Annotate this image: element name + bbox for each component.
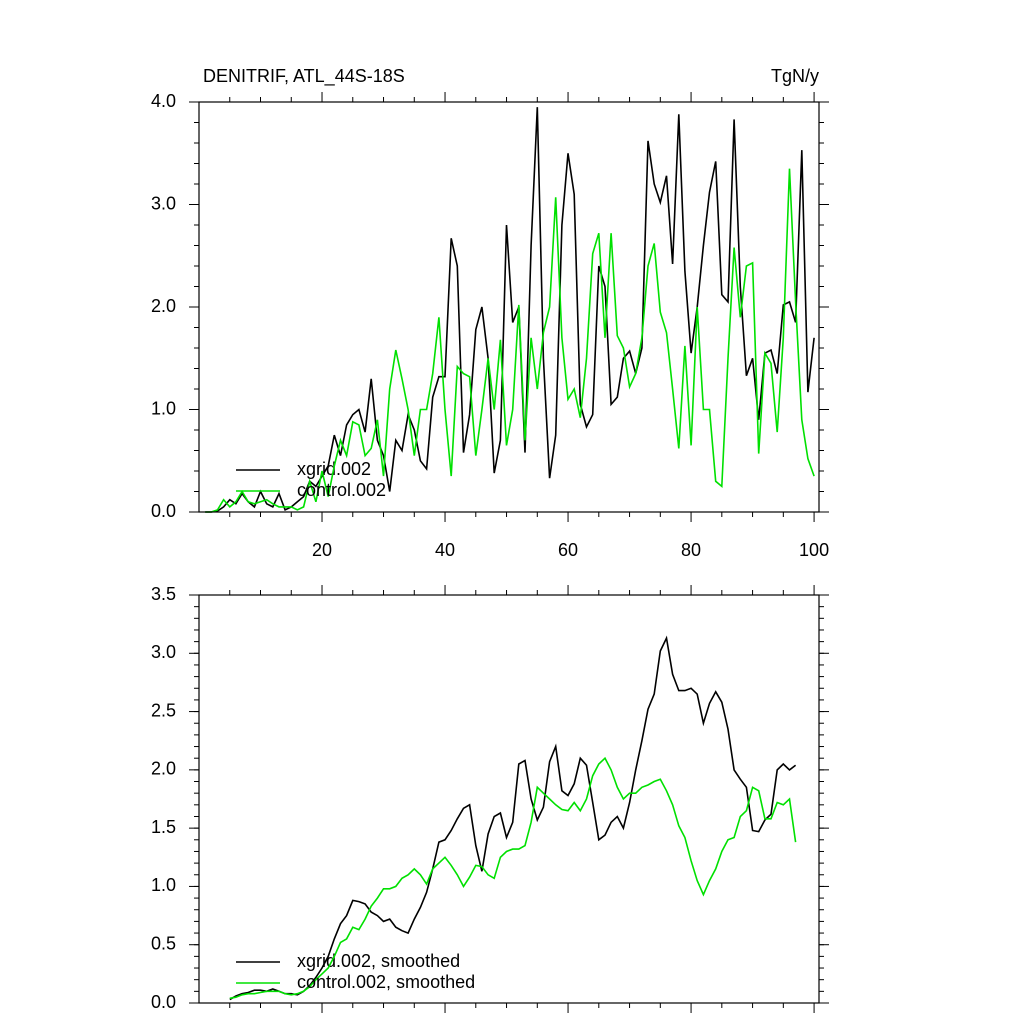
y-tick-label: 2.0 — [151, 759, 176, 779]
legend-label: xgrid.002, smoothed — [297, 951, 460, 971]
y-tick-label: 4.0 — [151, 91, 176, 111]
y-tick-label: 3.0 — [151, 642, 176, 662]
y-tick-label: 2.0 — [151, 296, 176, 316]
chart-title: DENITRIF, ATL_44S-18S — [203, 66, 405, 87]
y-tick-label: 1.5 — [151, 817, 176, 837]
y-tick-label: 3.0 — [151, 193, 176, 213]
x-tick-label: 100 — [799, 540, 829, 560]
data-line — [229, 635, 797, 1001]
plot-frame — [198, 101, 820, 513]
y-tick-label: 0.0 — [151, 501, 176, 521]
x-tick-label: 80 — [681, 540, 701, 560]
y-tick-label: 0.5 — [151, 933, 176, 953]
x-tick-label: 20 — [312, 540, 332, 560]
y-tick-label: 2.5 — [151, 700, 176, 720]
data-line — [205, 168, 815, 513]
data-line — [205, 107, 815, 513]
y-tick-label: 0.0 — [151, 992, 176, 1012]
legend-label: control.002 — [297, 480, 386, 500]
x-tick-label: 40 — [435, 540, 455, 560]
plot-frame — [198, 594, 820, 1004]
legend-label: control.002, smoothed — [297, 972, 475, 992]
x-tick-label: 60 — [558, 540, 578, 560]
y-tick-label: 1.0 — [151, 398, 176, 418]
data-line — [229, 756, 797, 1000]
y-tick-label: 1.0 — [151, 875, 176, 895]
units-label: TgN/y — [771, 66, 819, 86]
y-tick-label: 3.5 — [151, 584, 176, 604]
